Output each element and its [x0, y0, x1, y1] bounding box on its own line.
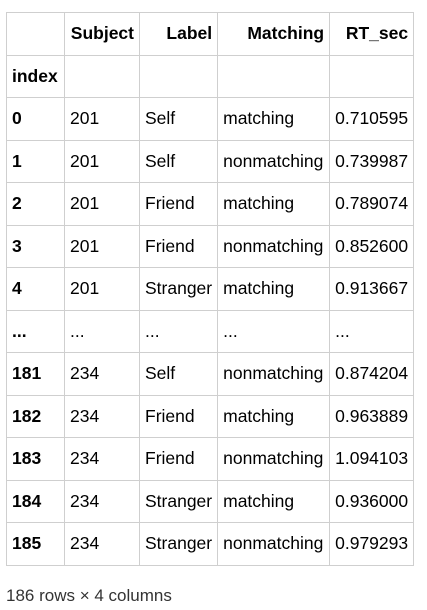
cell-matching: nonmatching [217, 352, 331, 396]
cell-subject: 201 [64, 224, 140, 268]
column-header-label: Label [138, 12, 219, 56]
column-header-matching: Matching [217, 12, 331, 56]
cell-matching: matching [217, 182, 331, 226]
cell-subject: 201 [64, 97, 140, 141]
cell-subject: 201 [64, 182, 140, 226]
dataframe-output: Subject Label Matching RT_sec index 0 201… [6, 12, 415, 566]
cell-rt-sec: 0.963889 [329, 394, 415, 438]
cell-subject: 201 [64, 267, 140, 311]
cell-rt-sec: 0.789074 [329, 182, 415, 226]
cell-matching: nonmatching [217, 139, 331, 183]
cell-matching: matching [217, 479, 331, 523]
cell-label: Self [138, 352, 219, 396]
cell-matching: nonmatching [217, 522, 331, 566]
cell-label: Stranger [138, 479, 219, 523]
cell-rt-sec: 0.852600 [329, 224, 415, 268]
column-header-subject: Subject [64, 12, 140, 56]
column-header-row: Subject Label Matching RT_sec [6, 12, 415, 56]
row-index: ... [6, 309, 65, 353]
row-index: 0 [6, 97, 65, 141]
table-row: 182 234 Friend matching 0.963889 [6, 394, 415, 438]
cell-label: Friend [138, 394, 219, 438]
cell-label: Friend [138, 182, 219, 226]
table-row: 184 234 Stranger matching 0.936000 [6, 479, 415, 523]
cell-matching: matching [217, 394, 331, 438]
cell-label: Friend [138, 224, 219, 268]
index-corner-cell [6, 12, 65, 56]
row-index: 184 [6, 479, 65, 523]
cell-matching: matching [217, 97, 331, 141]
cell-subject: 234 [64, 394, 140, 438]
cell-rt-sec: 0.710595 [329, 97, 415, 141]
cell-label: Friend [138, 437, 219, 481]
cell-rt-sec: 1.094103 [329, 437, 415, 481]
cell-matching: nonmatching [217, 437, 331, 481]
table-row: 1 201 Self nonmatching 0.739987 [6, 139, 415, 183]
row-index: 1 [6, 139, 65, 183]
cell-rt-sec: ... [329, 309, 415, 353]
column-header-rt-sec: RT_sec [329, 12, 415, 56]
cell-subject: 201 [64, 139, 140, 183]
empty-header-cell [138, 54, 219, 98]
cell-matching: ... [217, 309, 331, 353]
table-row: 181 234 Self nonmatching 0.874204 [6, 352, 415, 396]
cell-rt-sec: 0.913667 [329, 267, 415, 311]
cell-subject: 234 [64, 479, 140, 523]
table-shape-caption: 186 rows × 4 columns [6, 586, 172, 605]
cell-matching: nonmatching [217, 224, 331, 268]
cell-subject: 234 [64, 352, 140, 396]
index-name-row: index [6, 54, 415, 98]
table-body: 0 201 Self matching 0.710595 1 201 Self nonmatch… [6, 97, 415, 566]
row-index: 4 [6, 267, 65, 311]
table-row: 0 201 Self matching 0.710595 [6, 97, 415, 141]
index-name-label: index [6, 54, 65, 98]
table-row: 3 201 Friend nonmatching 0.852600 [6, 224, 415, 268]
table-row: ............... [6, 309, 415, 353]
cell-matching: matching [217, 267, 331, 311]
table-row: 183 234 Friend nonmatching 1.094103 [6, 437, 415, 481]
empty-header-cell [64, 54, 140, 98]
cell-subject: 234 [64, 522, 140, 566]
row-index: 182 [6, 394, 65, 438]
row-index: 3 [6, 224, 65, 268]
cell-label: Self [138, 97, 219, 141]
cell-label: Self [138, 139, 219, 183]
cell-subject: ... [64, 309, 140, 353]
table-row: 185 234 Stranger nonmatching 0.979293 [6, 522, 415, 566]
row-index: 183 [6, 437, 65, 481]
empty-header-cell [217, 54, 331, 98]
cell-label: Stranger [138, 267, 219, 311]
cell-label: Stranger [138, 522, 219, 566]
row-index: 185 [6, 522, 65, 566]
table-row: 4 201 Stranger matching 0.913667 [6, 267, 415, 311]
dataframe-table: Subject Label Matching RT_sec index 0 201… [6, 12, 415, 566]
row-index: 2 [6, 182, 65, 226]
cell-rt-sec: 0.874204 [329, 352, 415, 396]
cell-rt-sec: 0.979293 [329, 522, 415, 566]
cell-rt-sec: 0.739987 [329, 139, 415, 183]
empty-header-cell [329, 54, 415, 98]
cell-subject: 234 [64, 437, 140, 481]
row-index: 181 [6, 352, 65, 396]
table-row: 2 201 Friend matching 0.789074 [6, 182, 415, 226]
cell-rt-sec: 0.936000 [329, 479, 415, 523]
cell-label: ... [138, 309, 219, 353]
